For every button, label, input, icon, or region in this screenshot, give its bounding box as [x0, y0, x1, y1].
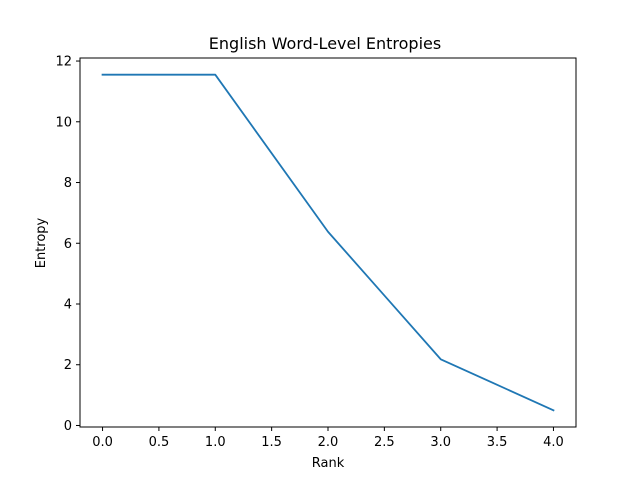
- x-tick-label: 2.0: [318, 435, 339, 450]
- y-tick-label: 0: [64, 419, 72, 434]
- x-tick-label: 2.5: [374, 435, 395, 450]
- y-axis-label: Entropy: [34, 217, 49, 268]
- y-tick-label: 2: [64, 358, 72, 373]
- x-tick-label: 1.0: [205, 435, 226, 450]
- x-tick-label: 4.0: [543, 435, 564, 450]
- y-tick-label: 4: [64, 298, 72, 313]
- chart-title: English Word-Level Entropies: [209, 34, 441, 53]
- x-axis-label: Rank: [312, 456, 345, 471]
- y-tick-label: 8: [64, 176, 72, 191]
- y-tick-label: 10: [55, 115, 72, 130]
- x-tick-label: 3.5: [487, 435, 508, 450]
- x-tick-label: 0.0: [92, 435, 113, 450]
- series-line-0: [101, 73, 555, 412]
- y-tick-label: 6: [64, 237, 72, 252]
- plot-area: 0.0 0.5 1.0 1.5 2.0 2.5 3.0 3.5 4.0 0 2 4 6 8 10 12: [55, 55, 577, 450]
- x-tick-label: 1.5: [261, 435, 282, 450]
- x-tick-label: 3.0: [430, 435, 451, 450]
- y-tick-label: 12: [55, 55, 72, 70]
- x-tick-label: 0.5: [149, 435, 170, 450]
